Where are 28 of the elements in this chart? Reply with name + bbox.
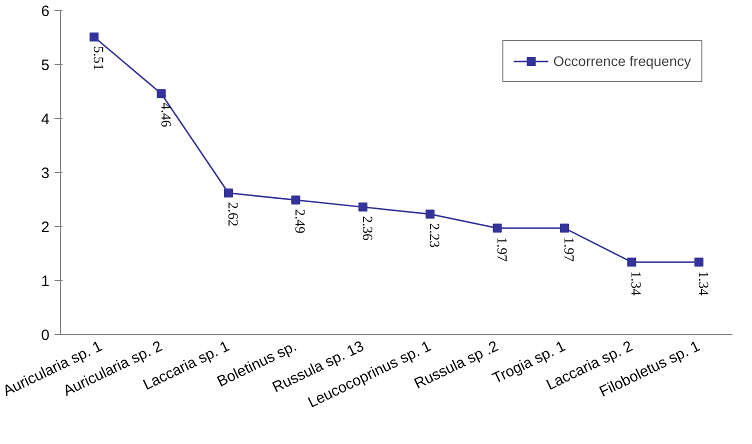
point — [426, 210, 435, 219]
point — [492, 224, 502, 233]
y-tick-label: 1 — [41, 273, 50, 290]
data-label: 1.97 — [560, 237, 576, 262]
legend-label: Occorrence frequency — [553, 53, 691, 69]
y-tick-label: 5 — [41, 57, 50, 74]
point — [291, 196, 300, 205]
data-label: 2.23 — [426, 223, 442, 248]
y-tick-label: 2 — [41, 219, 50, 236]
point — [224, 188, 233, 198]
data-label: 5.51 — [90, 46, 106, 70]
y-tick-label: 3 — [41, 165, 50, 182]
y-tick-label: 0 — [41, 327, 50, 344]
point — [694, 258, 704, 267]
data-label: 2.49 — [292, 209, 307, 234]
y-tick-label: 4 — [41, 111, 50, 128]
data-label: 2.62 — [224, 202, 240, 227]
point — [156, 89, 166, 98]
data-label: 4.46 — [157, 102, 172, 128]
point — [627, 258, 636, 267]
data-label: 1.97 — [493, 237, 508, 262]
y-tick-label: 6 — [41, 3, 50, 20]
point — [560, 224, 569, 233]
point — [358, 202, 368, 212]
data-label: 2.36 — [358, 216, 374, 241]
point — [90, 32, 99, 42]
data-label: 1.34 — [694, 271, 710, 296]
data-label: 1.34 — [628, 271, 643, 296]
